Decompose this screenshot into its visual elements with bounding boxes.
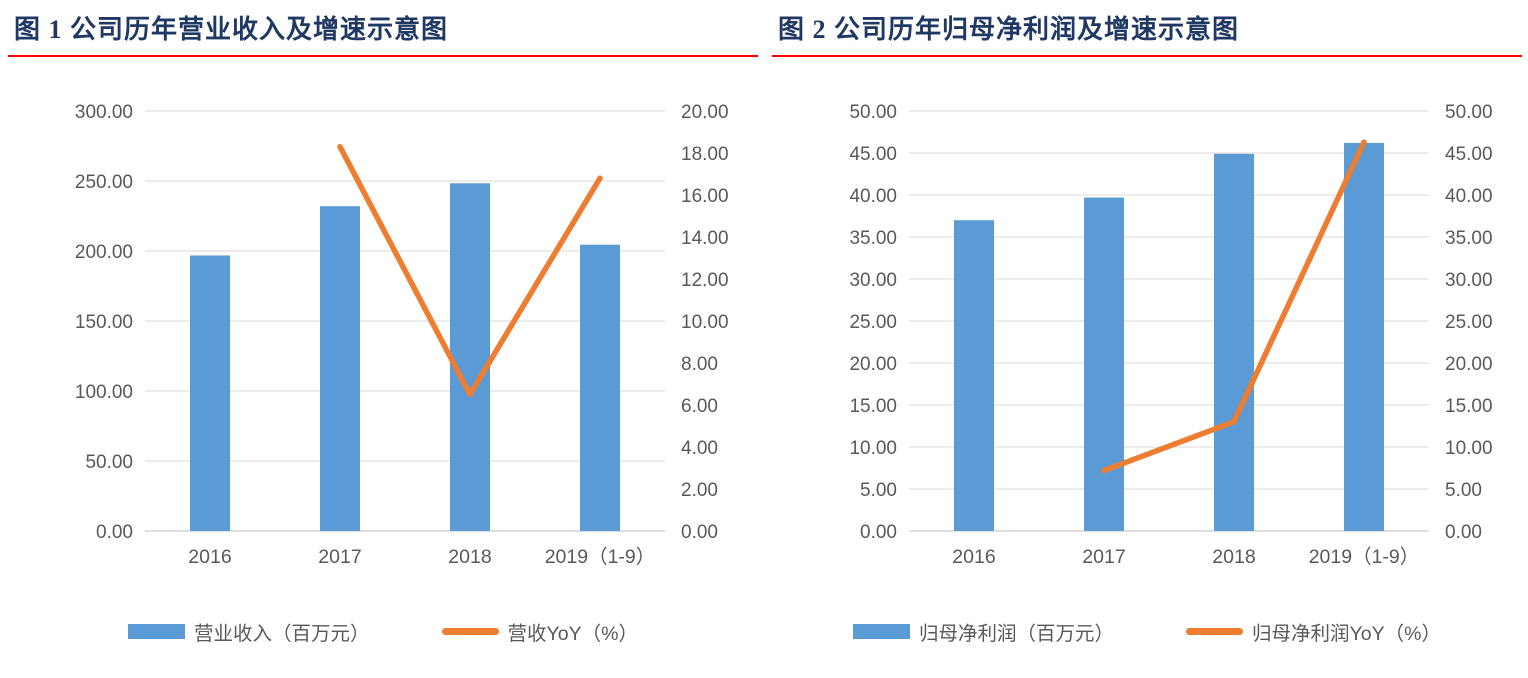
bar-2018 <box>450 183 490 531</box>
yoy-growth-line <box>337 143 603 398</box>
bar-2017 <box>1084 197 1124 531</box>
category-label: 2019（1-9） <box>1309 546 1420 568</box>
figure-2-title: 图 2 公司历年归母净利润及增速示意图 <box>778 15 1240 44</box>
right-axis-tick-label: 40.00 <box>1445 186 1493 207</box>
revenue-yoy-line-legend-label: 营收YoY（%） <box>507 623 638 645</box>
bar-2019（1-9） <box>580 244 620 531</box>
figure-1-title-block: 图 1 公司历年营业收入及增速示意图 <box>8 0 758 57</box>
left-axis-tick-label: 300.00 <box>75 102 133 123</box>
right-axis-tick-label: 50.00 <box>1445 102 1493 123</box>
legend-item-net-profit-bar: 归母净利润（百万元） <box>853 617 1114 646</box>
bar-2016 <box>954 220 994 531</box>
left-axis-tick-label: 100.00 <box>75 382 133 403</box>
right-axis-tick-label: 0.00 <box>681 522 718 543</box>
right-axis-tick-label: 15.00 <box>1445 396 1493 417</box>
category-label: 2018 <box>448 546 491 568</box>
right-axis-tick-label: 0.00 <box>1445 522 1482 543</box>
revenue-bar-legend-label: 营业收入（百万元） <box>194 623 370 645</box>
category-label: 2016 <box>952 546 995 568</box>
yoy-growth-line <box>1101 139 1367 474</box>
category-label: 2017 <box>1082 546 1125 568</box>
net-profit-yoy-line-legend-swatch <box>1186 628 1244 635</box>
legend-item-revenue-yoy-line: 营收YoY（%） <box>441 617 638 646</box>
left-axis-tick-label: 35.00 <box>849 228 897 249</box>
figure-2-panel: 图 2 公司历年归母净利润及增速示意图 0.00 5.00 10.00 15.00 20… <box>764 0 1528 678</box>
right-axis-tick-label: 18.00 <box>681 144 729 165</box>
category-label: 2018 <box>1212 546 1255 568</box>
right-axis-tick-label: 10.00 <box>1445 438 1493 459</box>
right-axis-tick-label: 2.00 <box>681 480 718 501</box>
revenue-combo-chart: 0.00 50.00 100.00 150.00 200.00 250.00 300.00 0… <box>75 102 729 568</box>
figure-2-title-block: 图 2 公司历年归母净利润及增速示意图 <box>772 0 1522 57</box>
right-axis-tick-label: 8.00 <box>681 354 718 375</box>
right-axis-tick-label: 5.00 <box>1445 480 1482 501</box>
bar-2016 <box>190 255 230 532</box>
left-axis-tick-label: 15.00 <box>849 396 897 417</box>
left-axis-tick-label: 5.00 <box>860 480 897 501</box>
right-axis-tick-label: 12.00 <box>681 270 729 291</box>
left-axis-tick-label: 30.00 <box>849 270 897 291</box>
legend-item-net-profit-yoy-line: 归母净利润YoY（%） <box>1186 617 1441 646</box>
left-axis-tick-label: 250.00 <box>75 172 133 193</box>
revenue-bar-legend-swatch <box>128 624 186 639</box>
left-axis-tick-label: 200.00 <box>75 242 133 263</box>
net-profit-combo-chart: 0.00 5.00 10.00 15.00 20.00 25.00 30.00 35.00 40… <box>849 102 1493 568</box>
left-axis-tick-label: 0.00 <box>860 522 897 543</box>
right-axis-tick-label: 20.00 <box>1445 354 1493 375</box>
revenue-yoy-line-legend-swatch <box>441 628 499 635</box>
bar-2018 <box>1214 153 1254 531</box>
left-axis-tick-label: 45.00 <box>849 144 897 165</box>
net-profit-bar-legend-label: 归母净利润（百万元） <box>919 623 1115 645</box>
right-axis-tick-label: 10.00 <box>681 312 729 333</box>
legend-item-revenue-bar: 营业收入（百万元） <box>128 617 370 646</box>
left-axis-tick-label: 25.00 <box>849 312 897 333</box>
figure-1-panel: 图 1 公司历年营业收入及增速示意图 0.00 50.00 100.00 150.00… <box>8 0 758 646</box>
figure-2-legend: 归母净利润（百万元） 归母净利润YoY（%） <box>772 617 1522 646</box>
left-axis-tick-label: 20.00 <box>849 354 897 375</box>
bar-2019（1-9） <box>1344 142 1384 532</box>
left-axis-tick-label: 10.00 <box>849 438 897 459</box>
figure-1-legend: 营业收入（百万元） 营收YoY（%） <box>8 617 758 646</box>
net-profit-bar-legend-swatch <box>853 624 911 639</box>
figure-1-title: 图 1 公司历年营业收入及增速示意图 <box>14 15 449 44</box>
net-profit-yoy-line-legend-label: 归母净利润YoY（%） <box>1252 623 1441 645</box>
category-label: 2017 <box>318 546 361 568</box>
left-axis-tick-label: 150.00 <box>75 312 133 333</box>
left-axis-tick-label: 40.00 <box>849 186 897 207</box>
left-axis-tick-label: 50.00 <box>85 452 133 473</box>
category-label: 2016 <box>188 546 231 568</box>
right-axis-tick-label: 35.00 <box>1445 228 1493 249</box>
right-axis-tick-label: 45.00 <box>1445 144 1493 165</box>
left-axis-tick-label: 0.00 <box>96 522 133 543</box>
right-axis-tick-label: 4.00 <box>681 438 718 459</box>
right-axis-tick-label: 16.00 <box>681 186 729 207</box>
right-axis-tick-label: 30.00 <box>1445 270 1493 291</box>
right-axis-tick-label: 14.00 <box>681 228 729 249</box>
bar-2017 <box>320 206 360 531</box>
right-axis-tick-label: 6.00 <box>681 396 718 417</box>
right-axis-tick-label: 20.00 <box>681 102 729 123</box>
right-axis-tick-label: 25.00 <box>1445 312 1493 333</box>
left-axis-tick-label: 50.00 <box>849 102 897 123</box>
category-label: 2019（1-9） <box>545 546 656 568</box>
